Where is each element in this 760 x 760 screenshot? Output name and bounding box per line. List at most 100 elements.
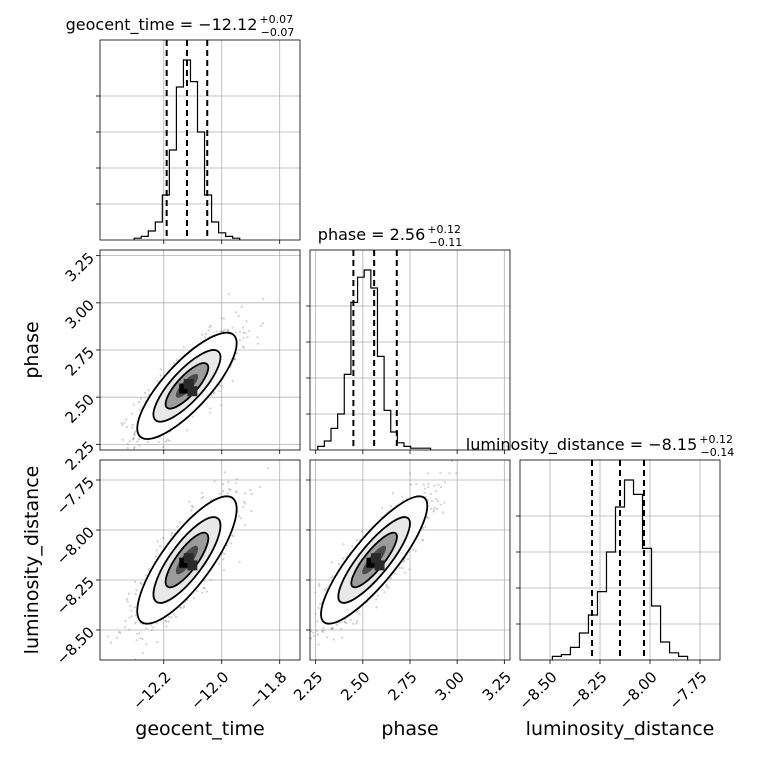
scatter-point [250,492,253,495]
scatter-point [231,534,234,537]
title-main: phase = 2.56 [318,225,425,244]
title-superscript: +0.12 [699,433,733,446]
scatter-point [176,525,179,528]
scatter-point [322,626,325,629]
scatter-point [331,575,334,578]
scatter-point [222,568,226,572]
scatter-point [455,472,458,475]
scatter-point [415,482,418,485]
scatter-point [218,492,221,495]
scatter-point [178,521,181,524]
y-tick-label: −8.00 [53,523,98,568]
scatter-point [224,471,227,474]
scatter-point [155,549,159,552]
scatter-point [201,495,205,499]
scatter-point [133,580,137,583]
scatter-point [180,606,183,609]
scatter-point [126,600,129,603]
scatter-point [409,483,413,486]
y-tick-label: 2.75 [62,343,98,379]
scatter-point [245,320,248,323]
scatter-point [434,497,438,501]
scatter-point [439,471,442,475]
scatter-point [471,422,473,424]
scatter-point [221,330,225,333]
scatter-point [134,614,137,617]
scatter-point [203,587,206,590]
scatter-point [119,631,122,634]
scatter-point [242,346,246,349]
contour-outer [320,495,429,625]
scatter-point [361,530,364,533]
scatter-point [137,438,141,441]
scatter-point [144,574,147,577]
scatter-point [145,627,148,630]
scatter-point [162,446,165,449]
scatter-point [244,492,247,495]
scatter-point [147,567,150,571]
scatter-point [226,544,229,547]
scatter-point [123,625,127,628]
scatter-point [133,461,135,463]
scatter-point [139,581,142,584]
scatter-point [219,384,222,387]
y-axis-label-phase: phase [21,321,43,378]
scatter-point [123,452,125,454]
scatter-point [317,643,320,646]
scatter-point [315,629,319,632]
density-content [310,422,473,646]
scatter-point [226,492,229,495]
density-peak-cell [183,553,194,564]
scatter-point [146,456,148,458]
scatter-point [389,505,392,508]
scatter-point [159,374,162,377]
title-subscript: −0.14 [700,446,734,459]
histogram-panel-geocent_time: geocent_time = −12.12 +0.07 −0.07 [66,13,301,244]
x-tick-label: −12.2 [129,668,174,713]
scatter-point [126,443,130,446]
scatter-point [355,622,358,625]
y-tick-label: 2.25 [62,438,98,474]
scatter-point [408,472,412,475]
scatter-point [385,585,388,588]
scatter-point [156,540,159,543]
scatter-point [182,606,185,609]
scatter-point [317,606,320,610]
scatter-point [165,620,168,623]
scatter-point [167,615,170,619]
scatter-point [242,500,246,503]
scatter-point [221,483,225,486]
scatter-point [227,480,230,484]
scatter-point [325,587,328,590]
scatter-point [133,434,136,437]
scatter-point [443,501,446,504]
scatter-point [330,627,333,631]
labels: geocent_time phase luminosity_distancephas… [21,321,714,740]
scatter-point [351,544,354,548]
scatter-point [439,503,442,506]
scatter-point [133,446,136,449]
y-tick-label: 2.50 [62,390,98,426]
scatter-point [213,392,216,395]
scatter-point [318,582,321,586]
scatter-point [128,440,131,443]
scatter-point [235,491,238,494]
density-panel-geocent_time-phase: 2.25 2.50 2.75 3.00 3.25 [62,249,301,489]
scatter-point [147,487,149,489]
y-tick-label: −8.50 [53,623,98,668]
scatter-point [104,684,106,686]
scatter-point [432,508,436,511]
title-main: geocent_time = −12.12 [66,15,258,35]
y-tick-label: 3.25 [62,249,98,285]
scatter-point [426,472,429,475]
scatter-point [201,333,204,336]
title-superscript: +0.12 [427,223,461,236]
scatter-point [157,440,160,444]
scatter-point [422,483,425,486]
scatter-point [130,615,133,618]
scatter-point [209,407,212,410]
scatter-point [83,465,85,467]
scatter-point [406,557,410,561]
density-content [104,467,270,686]
